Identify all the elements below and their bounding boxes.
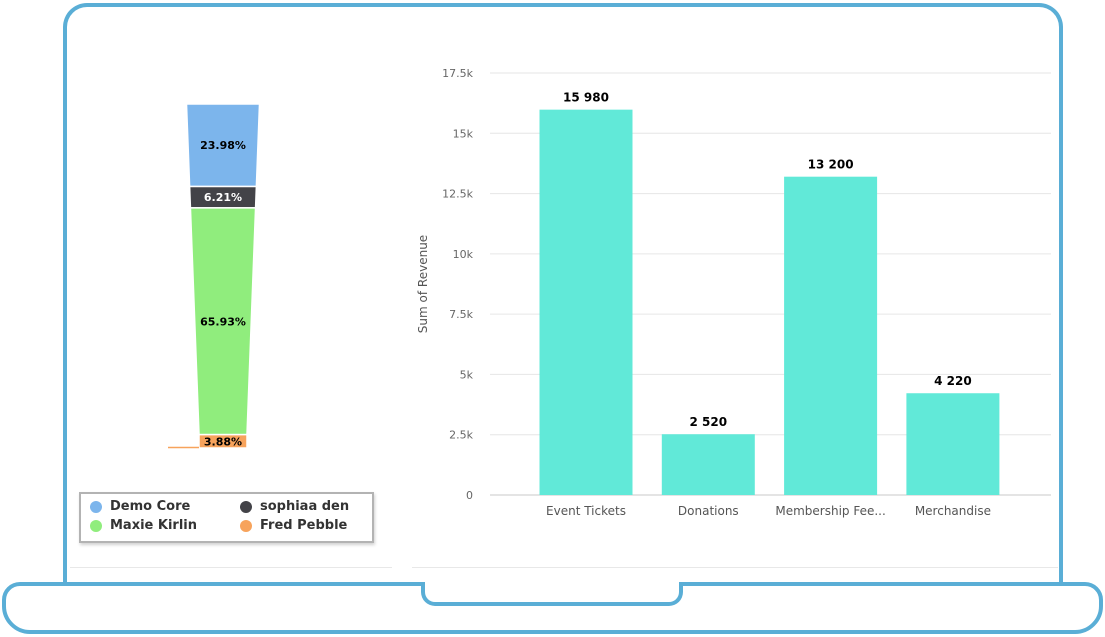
funnel-data-label: 6.21% (204, 191, 242, 204)
y-tick-label: 0 (466, 489, 473, 502)
funnel-data-label: 23.98% (200, 139, 246, 152)
legend-label: Demo Core (110, 499, 191, 514)
bar-data-label: 2 520 (690, 415, 728, 429)
y-axis-title: Sum of Revenue (416, 235, 430, 333)
funnel-data-label: 65.93% (200, 315, 246, 328)
funnel-segment (198, 433, 248, 449)
legend-item-demo-core[interactable]: Demo Core (90, 499, 190, 514)
revenue-bar (661, 434, 755, 495)
revenue-bar-chart: 0 2.5k 5k 7.5k 10k 12.5k 15k 17.5k Sum of Revenu… (416, 67, 1051, 518)
x-category-label: Membership Fee... (775, 504, 885, 518)
y-tick-label: 7.5k (449, 308, 473, 321)
right-panel-divider (412, 567, 1058, 568)
legend-item-sophiaa-den[interactable]: sophiaa den (240, 499, 349, 514)
x-category-label: Event Tickets (546, 504, 626, 518)
y-tick-label: 12.5k (442, 188, 473, 201)
funnel-data-label: 3.88% (204, 435, 242, 448)
funnel-legend: Demo Core sophiaa den Maxie Kirlin Fred … (79, 492, 374, 543)
legend-dot-icon (90, 519, 102, 532)
left-panel-divider (70, 567, 392, 568)
legend-label: sophiaa den (260, 499, 350, 514)
legend-item-maxie-kirlin[interactable]: Maxie Kirlin (90, 518, 197, 533)
legend-dot-icon (240, 519, 252, 532)
legend-label: Fred Pebble (260, 518, 348, 533)
bar-data-label: 4 220 (934, 374, 972, 388)
legend-item-fred-pebble[interactable]: Fred Pebble (240, 518, 347, 533)
funnel-chart: 23.98% 6.21% 65.93% 3.88% (168, 103, 261, 449)
revenue-bar (539, 109, 633, 495)
y-tick-label: 17.5k (442, 67, 473, 80)
bar-data-label: 15 980 (563, 91, 609, 105)
laptop-notch (421, 582, 683, 606)
revenue-bar (906, 393, 1000, 495)
legend-dot-icon (90, 500, 102, 513)
bar-data-label: 13 200 (808, 158, 854, 172)
legend-dot-icon (240, 500, 252, 513)
y-tick-label: 2.5k (449, 429, 473, 442)
revenue-bar (784, 176, 878, 496)
x-category-label: Donations (678, 504, 739, 518)
y-tick-label: 10k (453, 248, 474, 261)
x-category-label: Merchandise (915, 504, 991, 518)
y-tick-label: 15k (453, 127, 474, 140)
legend-label: Maxie Kirlin (110, 518, 198, 533)
y-tick-label: 5k (460, 368, 474, 381)
